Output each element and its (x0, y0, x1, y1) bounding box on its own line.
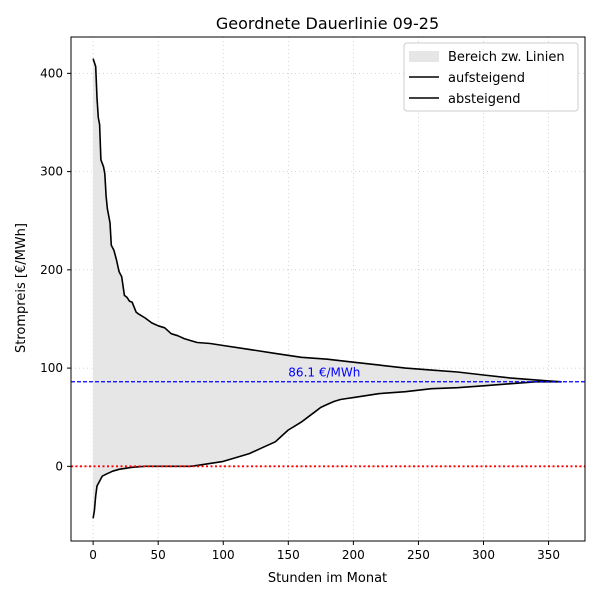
x-tick-label: 250 (407, 548, 430, 562)
series-line-aufsteigend (92, 380, 562, 519)
legend-label: absteigend (448, 92, 520, 107)
y-tick-label: 200 (40, 263, 63, 277)
y-axis-label: Strompreis [€/MWh] (14, 223, 29, 353)
x-tick-label: 200 (342, 548, 365, 562)
x-tick-label: 50 (151, 548, 166, 562)
y-tick-label: 100 (40, 361, 63, 375)
x-axis-label: Stunden im Monat (268, 571, 387, 586)
legend-label: aufsteigend (448, 71, 525, 86)
x-tick-label: 0 (89, 548, 97, 562)
area-between-lines (93, 58, 562, 519)
legend-swatch-area (409, 51, 439, 62)
x-tick-label: 100 (212, 548, 235, 562)
axes-frame (70, 36, 586, 542)
chart-title: Geordnete Dauerlinie 09-25 (216, 14, 439, 33)
mean-price-label: 86.1 €/MWh (288, 366, 360, 380)
legend-box (403, 42, 579, 112)
plot-area: 86.1 €/MWh 0 50 100 150 200 250 300 350 0 100 200 30… (40, 36, 586, 562)
x-tick-label: 300 (472, 548, 495, 562)
y-tick-label: 0 (55, 459, 63, 473)
legend-label: Bereich zw. Linien (448, 50, 565, 65)
y-tick-label: 300 (40, 165, 63, 179)
y-tick-label: 400 (40, 66, 63, 80)
legend: Bereich zw. Linien aufsteigend absteigend (403, 42, 579, 112)
x-tick-label: 150 (277, 548, 300, 562)
x-tick-label: 350 (537, 548, 560, 562)
series-line-absteigend (92, 58, 562, 383)
